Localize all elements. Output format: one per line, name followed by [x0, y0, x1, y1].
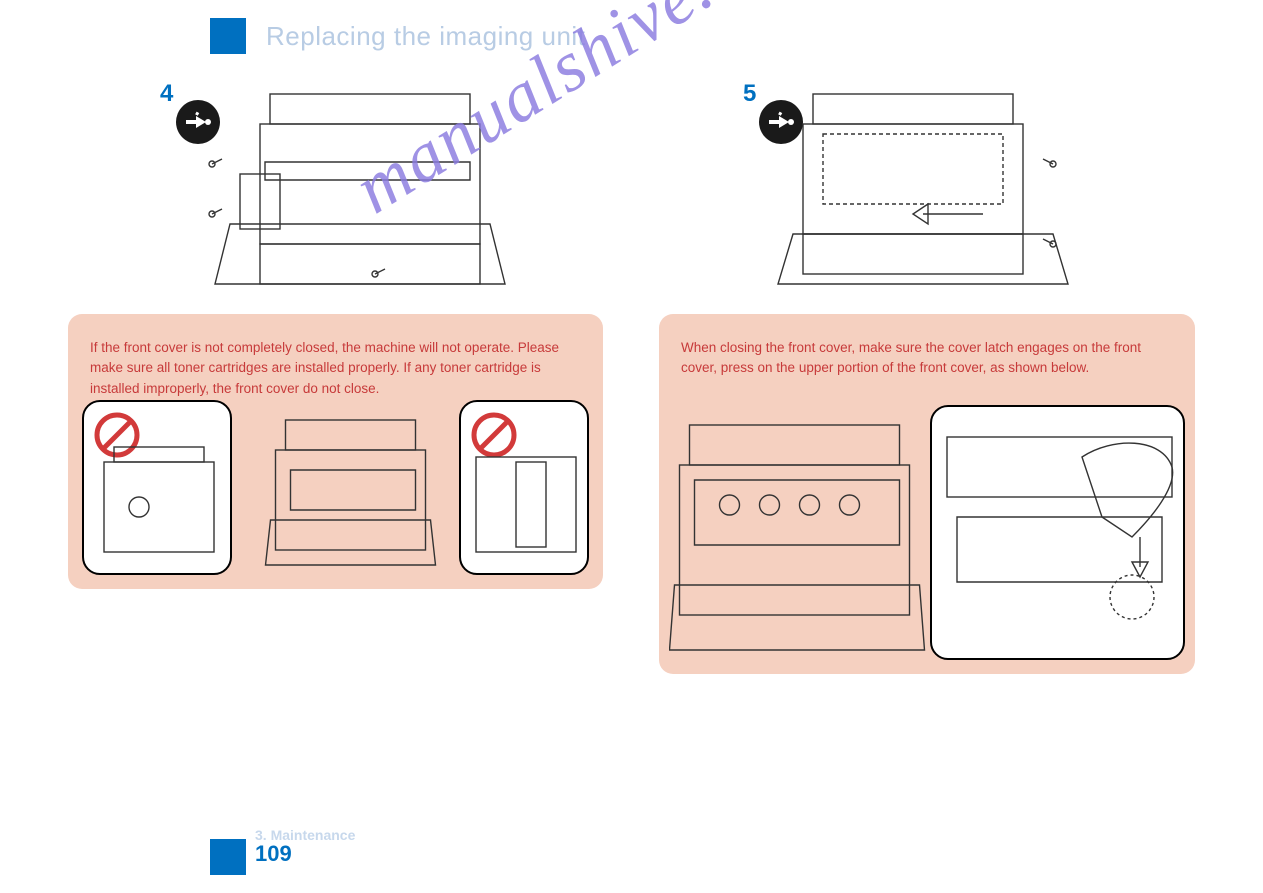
warning-right-insets	[669, 405, 1185, 660]
figure-step-5: 5	[753, 74, 1093, 294]
page-header: Replacing the imaging unit	[210, 18, 585, 54]
inset-left-1	[82, 400, 232, 575]
inset-left-2	[459, 400, 589, 575]
warning-left-insets	[82, 400, 589, 575]
header-accent-box	[210, 18, 246, 54]
printer-illustration-left	[170, 74, 510, 304]
warning-left-text: If the front cover is not completely clo…	[90, 338, 581, 399]
inset-right-2	[930, 405, 1185, 660]
printer-illustration-right	[753, 74, 1093, 294]
footer-page-number: 109	[255, 841, 292, 867]
footer-accent-box	[210, 839, 246, 875]
warning-right-text: When closing the front cover, make sure …	[681, 338, 1173, 379]
warning-panel-right: When closing the front cover, make sure …	[659, 314, 1195, 674]
figure-step-4: 4	[170, 74, 510, 304]
inset-left-mid	[238, 400, 453, 575]
warning-panel-left: If the front cover is not completely clo…	[68, 314, 603, 589]
inset-right-1	[669, 405, 930, 660]
page-title: Replacing the imaging unit	[266, 21, 585, 52]
